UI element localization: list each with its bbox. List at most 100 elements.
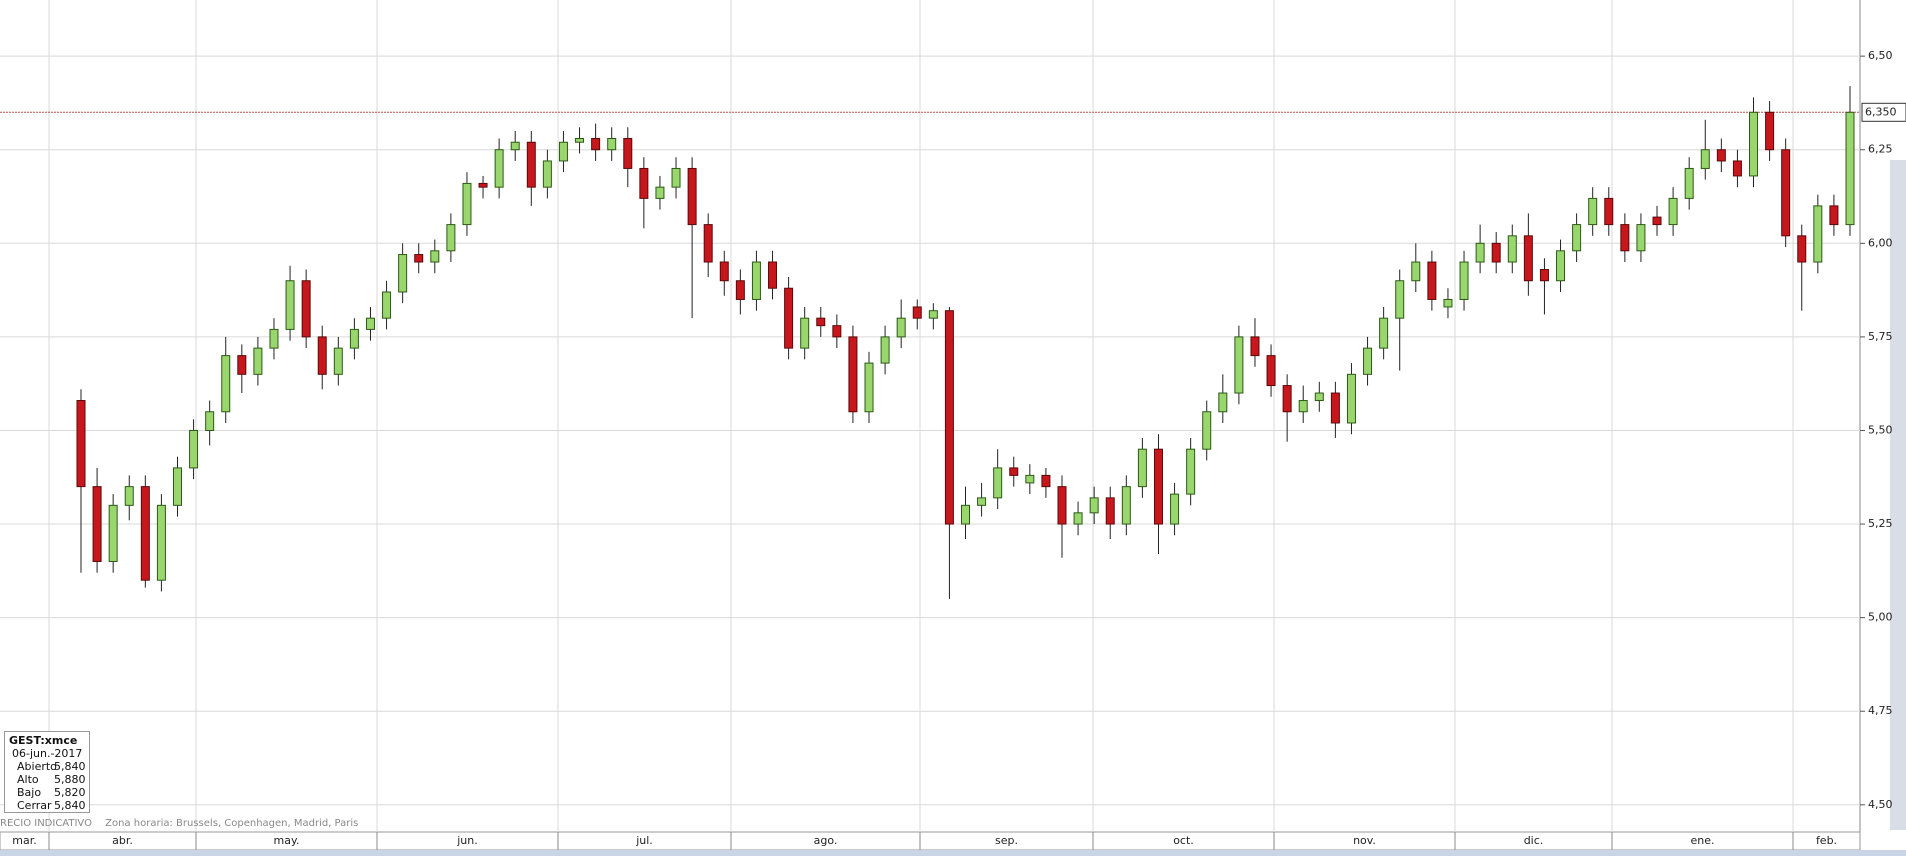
candle-body bbox=[108, 504, 118, 562]
x-tick-label: may. bbox=[274, 834, 300, 847]
candle-body bbox=[1411, 261, 1421, 282]
status-label: RECIO INDICATIVO bbox=[0, 818, 92, 829]
candle-body bbox=[365, 317, 375, 330]
candle-body bbox=[1523, 235, 1533, 282]
info-value: 5,880 bbox=[54, 773, 86, 786]
candle-body bbox=[912, 306, 922, 319]
candle-body bbox=[1282, 385, 1292, 413]
candle-body bbox=[1475, 242, 1485, 263]
candle-body bbox=[944, 310, 954, 525]
y-tick-label: 6,25 bbox=[1868, 143, 1893, 156]
bottom-scrollbar[interactable] bbox=[0, 850, 1906, 856]
candle-body bbox=[92, 486, 102, 562]
candle-body bbox=[1234, 336, 1244, 394]
candle-body bbox=[172, 467, 182, 506]
candle-body bbox=[1829, 205, 1839, 226]
candle-body bbox=[1491, 242, 1501, 263]
candle-body bbox=[156, 504, 166, 581]
candle-body bbox=[494, 149, 504, 188]
candle-body bbox=[205, 411, 215, 431]
price-label-box bbox=[1861, 102, 1906, 122]
candle-body bbox=[832, 325, 842, 338]
candle-body bbox=[1266, 355, 1276, 387]
candle-body bbox=[928, 310, 938, 319]
candle-body bbox=[1330, 392, 1340, 424]
candle-body bbox=[1507, 235, 1517, 263]
x-tick-label: abr. bbox=[112, 834, 133, 847]
candle-body bbox=[333, 347, 343, 375]
info-rows: Abierto5,840 Alto 5,880 Bajo 5,820 Cerrar 5,84… bbox=[9, 760, 89, 812]
candle-body bbox=[285, 280, 295, 330]
x-tick-label: ago. bbox=[814, 834, 838, 847]
candle-body bbox=[1395, 280, 1405, 319]
candle-body bbox=[864, 362, 874, 413]
candle-body bbox=[430, 250, 440, 263]
candle-body bbox=[671, 167, 681, 188]
status-timezone: Zona horaria: Brussels, Copenhagen, Madr… bbox=[105, 818, 359, 829]
candle-body bbox=[526, 141, 536, 188]
y-tick-label: 6,00 bbox=[1868, 236, 1893, 249]
candle-body bbox=[1588, 197, 1598, 226]
candle-body bbox=[1604, 197, 1614, 226]
candle-body bbox=[124, 486, 134, 506]
candle-body bbox=[719, 261, 729, 282]
x-tick-label: sep. bbox=[995, 834, 1018, 847]
y-tick-label: 4,75 bbox=[1868, 704, 1893, 717]
candle-body bbox=[1781, 149, 1791, 237]
candle-body bbox=[1009, 467, 1019, 476]
grid bbox=[0, 0, 1860, 832]
candle-body bbox=[1363, 347, 1373, 375]
candle-body bbox=[1105, 497, 1115, 525]
candle-body bbox=[237, 355, 247, 375]
scrollbar[interactable] bbox=[1890, 160, 1906, 830]
info-key: Bajo bbox=[17, 786, 42, 799]
info-key: Cerrar bbox=[17, 799, 52, 812]
candle-body bbox=[398, 254, 408, 293]
x-tick-label: jul. bbox=[635, 834, 653, 847]
candle-body bbox=[1057, 486, 1067, 525]
candle-body bbox=[558, 141, 568, 162]
candle-body bbox=[1620, 224, 1630, 252]
candle-body bbox=[1218, 392, 1228, 413]
y-tick-label: 6,50 bbox=[1868, 49, 1893, 62]
candle-body bbox=[816, 317, 826, 327]
info-row: Alto 5,880 bbox=[9, 773, 89, 786]
candle-body bbox=[1137, 448, 1147, 488]
info-box: GEST:xmce 06-jun.-2017 Abierto5,840 Alto 5… bbox=[4, 731, 90, 813]
candle-body bbox=[1041, 474, 1051, 488]
candle-body bbox=[800, 317, 810, 349]
candle-body bbox=[1346, 373, 1356, 424]
candle-body bbox=[1797, 235, 1807, 263]
candle-body bbox=[1716, 149, 1726, 162]
candle-body bbox=[1153, 448, 1163, 525]
x-tick-label: feb. bbox=[1816, 834, 1837, 847]
candle-body bbox=[1845, 111, 1855, 226]
candle-body bbox=[462, 182, 472, 226]
x-tick-label: jun. bbox=[456, 834, 478, 847]
candle-body bbox=[140, 486, 150, 581]
candle-body bbox=[1459, 261, 1469, 300]
info-key: Alto bbox=[17, 773, 39, 786]
x-tick-label: dic. bbox=[1524, 834, 1544, 847]
x-tick-label: ene. bbox=[1690, 834, 1714, 847]
candle-body bbox=[269, 328, 279, 349]
info-value: 5,820 bbox=[54, 786, 86, 799]
info-row: Cerrar 5,840 bbox=[9, 799, 89, 812]
candle-body bbox=[1684, 167, 1694, 199]
info-key: Abierto bbox=[17, 760, 57, 773]
candle-body bbox=[1572, 224, 1582, 252]
candle-body bbox=[1668, 197, 1678, 226]
candle-body bbox=[639, 167, 649, 199]
candle-body bbox=[542, 160, 552, 188]
candle-body bbox=[349, 328, 359, 349]
candle-body bbox=[301, 280, 311, 338]
candle-body bbox=[1089, 497, 1099, 514]
candle-body bbox=[382, 291, 392, 319]
candle-body bbox=[687, 167, 697, 226]
x-tick-label: mar. bbox=[12, 834, 36, 847]
candle-body bbox=[1636, 224, 1646, 252]
candle-body bbox=[1443, 298, 1453, 308]
candle-body bbox=[751, 261, 761, 300]
